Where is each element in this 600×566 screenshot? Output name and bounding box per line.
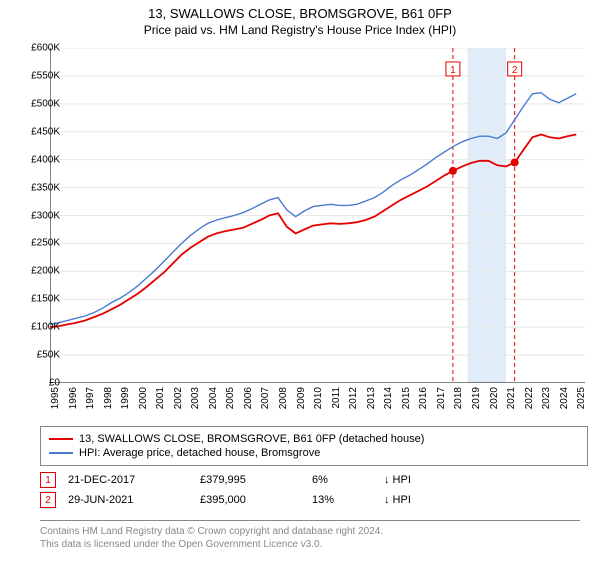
x-tick-label: 2009 [296,387,307,409]
x-tick-label: 2020 [489,387,500,409]
legend-row: 13, SWALLOWS CLOSE, BROMSGROVE, B61 0FP … [49,433,579,445]
transaction-pct: 6% [312,474,372,486]
x-tick-label: 1997 [85,387,96,409]
transaction-date: 21-DEC-2017 [68,474,188,486]
transaction-table: 1 21-DEC-2017 £379,995 6% ↓ HPI 2 29-JUN-2021 £… [40,468,580,512]
down-arrow-icon: ↓ HPI [384,494,411,506]
x-tick-label: 2001 [155,387,166,409]
y-tick-label: £500K [31,98,60,109]
transaction-row: 1 21-DEC-2017 £379,995 6% ↓ HPI [40,472,580,488]
x-tick-label: 2022 [524,387,535,409]
x-tick-label: 2024 [559,387,570,409]
x-tick-label: 2015 [401,387,412,409]
x-tick-label: 2013 [366,387,377,409]
y-tick-label: £250K [31,238,60,249]
y-tick-label: £350K [31,182,60,193]
x-tick-label: 2012 [348,387,359,409]
transaction-marker-box: 2 [40,492,56,508]
transaction-date: 29-JUN-2021 [68,494,188,506]
x-tick-label: 1996 [68,387,79,409]
chart-plot-area: 12 [50,48,585,383]
transaction-row: 2 29-JUN-2021 £395,000 13% ↓ HPI [40,492,580,508]
footer-text: Contains HM Land Registry data © Crown c… [40,520,580,551]
y-tick-label: £550K [31,70,60,81]
x-tick-label: 2016 [418,387,429,409]
transaction-pct: 13% [312,494,372,506]
y-tick-label: £300K [31,210,60,221]
transaction-price: £379,995 [200,474,300,486]
y-tick-label: £150K [31,294,60,305]
svg-text:1: 1 [450,65,456,76]
x-tick-label: 2000 [138,387,149,409]
x-tick-label: 2018 [453,387,464,409]
x-tick-label: 2017 [436,387,447,409]
x-tick-label: 2025 [576,387,587,409]
chart-container: 13, SWALLOWS CLOSE, BROMSGROVE, B61 0FP … [0,6,600,566]
footer-line-2: This data is licensed under the Open Gov… [40,538,580,551]
legend-label: HPI: Average price, detached house, Brom… [79,447,320,459]
x-tick-label: 2011 [331,387,342,409]
x-tick-label: 1999 [120,387,131,409]
svg-text:2: 2 [512,65,518,76]
x-tick-label: 2002 [173,387,184,409]
down-arrow-icon: ↓ HPI [384,474,411,486]
x-tick-label: 2010 [313,387,324,409]
y-tick-label: £400K [31,154,60,165]
transaction-price: £395,000 [200,494,300,506]
legend-label: 13, SWALLOWS CLOSE, BROMSGROVE, B61 0FP … [79,433,424,445]
legend-row: HPI: Average price, detached house, Brom… [49,447,579,459]
x-tick-label: 2021 [506,387,517,409]
chart-title: 13, SWALLOWS CLOSE, BROMSGROVE, B61 0FP [0,6,600,21]
legend-swatch [49,452,73,454]
x-tick-label: 1995 [50,387,61,409]
y-tick-label: £50K [37,350,60,361]
y-tick-label: £100K [31,322,60,333]
x-tick-label: 2007 [260,387,271,409]
chart-svg: 12 [50,48,585,383]
x-tick-label: 2008 [278,387,289,409]
x-tick-label: 2004 [208,387,219,409]
chart-subtitle: Price paid vs. HM Land Registry's House … [0,23,600,37]
legend-box: 13, SWALLOWS CLOSE, BROMSGROVE, B61 0FP … [40,426,588,466]
x-tick-label: 2006 [243,387,254,409]
y-tick-label: £200K [31,266,60,277]
transaction-marker-box: 1 [40,472,56,488]
x-tick-label: 2019 [471,387,482,409]
legend-swatch [49,438,73,440]
x-tick-label: 1998 [103,387,114,409]
x-tick-label: 2014 [383,387,394,409]
x-tick-label: 2003 [190,387,201,409]
footer-line-1: Contains HM Land Registry data © Crown c… [40,525,580,538]
x-tick-label: 2005 [225,387,236,409]
x-tick-label: 2023 [541,387,552,409]
y-tick-label: £600K [31,43,60,54]
y-tick-label: £450K [31,126,60,137]
